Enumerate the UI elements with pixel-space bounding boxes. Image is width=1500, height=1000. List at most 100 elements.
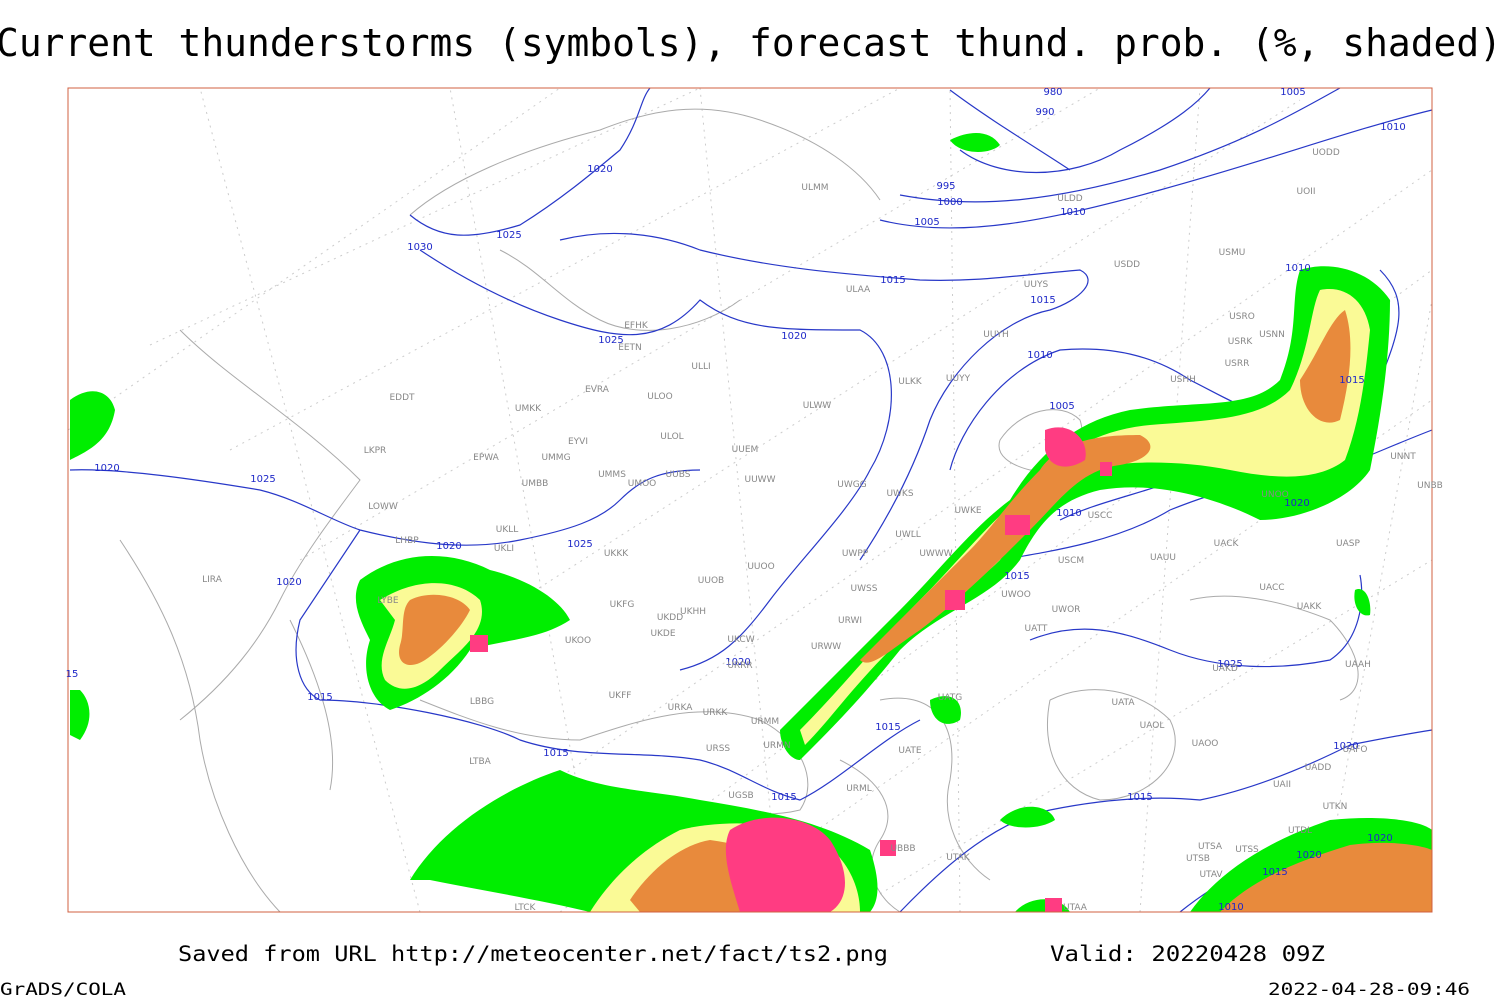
station-label: LIRA (202, 575, 223, 585)
station-label: UUEM (732, 445, 759, 455)
station-label: URML (846, 784, 872, 794)
isobar-label: 1020 (587, 164, 612, 175)
isobar-label: 980 (1043, 87, 1062, 98)
source-url: Saved from URL http://meteocenter.net/fa… (178, 942, 888, 966)
station-label: USDD (1114, 260, 1140, 270)
isobar-label: 1020 (1333, 741, 1358, 752)
isobar-label: 1010 (1056, 508, 1081, 519)
station-label: USCM (1058, 556, 1084, 566)
isobar-label: 1015 (307, 692, 332, 703)
station-label: EYVI (568, 437, 588, 447)
station-label: UATG (938, 693, 963, 703)
station-label: URSS (706, 744, 731, 754)
station-label: UUYS (1024, 280, 1049, 290)
isobar-label: 1020 (1367, 833, 1392, 844)
station-label: UUOO (747, 562, 774, 572)
isobar-label: 1005 (914, 217, 939, 228)
station-label: UTAK (946, 853, 971, 863)
station-label: ULOL (660, 432, 683, 442)
isobar-label: 1010 (1285, 263, 1310, 274)
isobar-label: 1015 (1339, 375, 1364, 386)
station-label: UTDL (1288, 826, 1312, 836)
station-label: UMOO (628, 479, 657, 489)
station-label: UAUU (1150, 553, 1176, 563)
station-label: UTSS (1235, 845, 1259, 855)
isobar-label: 1015 (771, 792, 796, 803)
station-label: UACK (1214, 539, 1240, 549)
station-label: LBBG (470, 697, 494, 707)
station-label: USRR (1225, 359, 1250, 369)
station-label: ULKK (898, 377, 923, 387)
station-label: UMMS (598, 470, 626, 480)
isobar-label: 1020 (781, 331, 806, 342)
station-label: UKLI (494, 544, 514, 554)
station-label: UGSB (728, 791, 753, 801)
isobar-label: 1015 (1262, 867, 1287, 878)
station-label: UBBB (890, 844, 915, 854)
isobar-label: 1000 (937, 197, 962, 208)
station-label: UWPP (842, 549, 869, 559)
station-label: UUWW (745, 475, 776, 485)
station-label: UWKS (886, 489, 913, 499)
station-label: UKHH (680, 607, 706, 617)
isobar-label: 995 (936, 181, 955, 192)
station-label: EVRA (585, 385, 610, 395)
isobar-label: 1025 (567, 539, 592, 550)
isobar-label: 1015 (875, 722, 900, 733)
station-label: URMM (751, 717, 779, 727)
station-label: LTCK (515, 903, 537, 913)
station-label: URKA (668, 703, 694, 713)
station-label: UWWW (919, 549, 952, 559)
station-label: ULMM (801, 183, 828, 193)
station-label: USRK (1228, 337, 1254, 347)
station-label: LKPR (364, 446, 387, 456)
station-label: UTKN (1323, 802, 1348, 812)
isobar-label: 1010 (1218, 902, 1243, 913)
station-label: UKDE (650, 629, 675, 639)
isobar-label: 1020 (276, 577, 301, 588)
station-label: UTAV (1199, 870, 1223, 880)
station-label: URMN (763, 741, 790, 751)
station-label: URKK (703, 708, 729, 718)
station-label: LYBE (377, 596, 398, 606)
map-frame (68, 88, 1432, 912)
station-label: UMKK (515, 404, 542, 414)
station-label: UOII (1297, 187, 1316, 197)
station-label: USMU (1219, 248, 1246, 258)
isobar-label: 1025 (250, 474, 275, 485)
station-label: UWOO (1001, 590, 1031, 600)
station-label: URRR (727, 661, 752, 671)
station-label: URWI (838, 616, 862, 626)
station-label: UTSA (1198, 842, 1223, 852)
isobar-label: 1020 (725, 657, 750, 668)
station-label: LHBP (395, 536, 419, 546)
station-label: UKDD (657, 613, 683, 623)
isobar-label: 1025 (496, 230, 521, 241)
station-label: EETN (618, 343, 642, 353)
station-label: UUYH (983, 330, 1008, 340)
station-label: UAOO (1192, 739, 1219, 749)
isobar-label: 1010 (1380, 122, 1405, 133)
isobar-labels: 980 990 1005 1010 995 1000 1005 1010 1020 1025 103… (66, 87, 1406, 913)
station-label: UACC (1259, 583, 1284, 593)
station-label: UMBB (522, 479, 549, 489)
station-label: UUOB (698, 576, 724, 586)
station-label: USHH (1170, 375, 1196, 385)
station-label: UWGG (837, 480, 866, 490)
isobar-label: 1015 (543, 748, 568, 759)
station-label: UNBB (1417, 481, 1443, 491)
station-label: UNNT (1390, 452, 1416, 462)
station-label: EDDT (389, 393, 415, 403)
station-label: ULDD (1057, 194, 1083, 204)
station-label: UATE (898, 746, 922, 756)
software: GrADS/COLA (0, 980, 126, 1000)
station-label: UTAA (1063, 903, 1088, 913)
station-label: UWSS (851, 584, 878, 594)
station-label: UKKK (604, 549, 629, 559)
title: Current thunderstorms (symbols), forecas… (0, 21, 1500, 65)
isobar-label: 990 (1035, 107, 1054, 118)
timestamp: 2022-04-28-09:46 (1268, 980, 1470, 1000)
valid-time: Valid: 20220428 09Z (1050, 942, 1325, 966)
